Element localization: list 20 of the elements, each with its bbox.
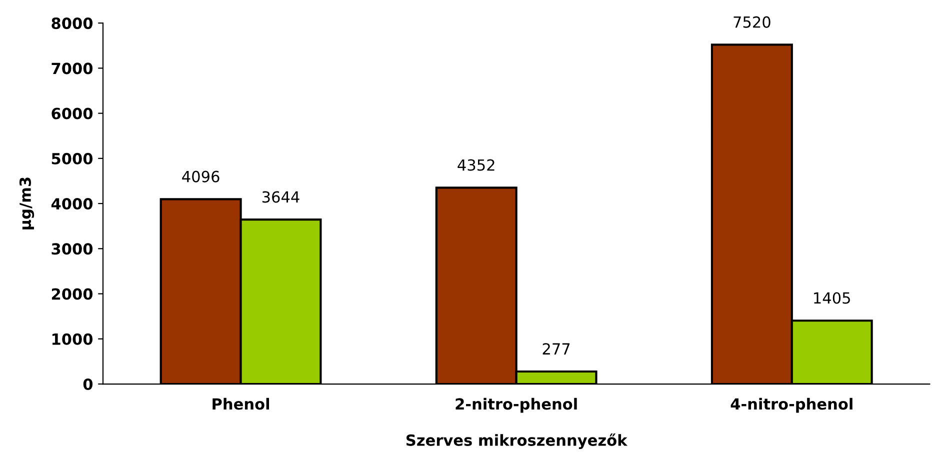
data-label: 277 <box>542 343 570 354</box>
y-tick-label: 5000 <box>52 152 93 164</box>
x-tick-label: 4-nitro-phenol <box>730 398 852 413</box>
y-tick-label: 2000 <box>52 288 93 300</box>
y-tick-label: 4000 <box>51 198 93 210</box>
y-tick-label: 8000 <box>52 18 93 30</box>
x-axis-title: Szerves mikroszennyezők <box>406 434 628 450</box>
data-label: 4352 <box>458 159 494 171</box>
y-tick-label: 3000 <box>52 243 93 255</box>
x-tick-label: Phenol <box>212 398 270 410</box>
data-label: 7520 <box>734 16 770 28</box>
data-label: 4096 <box>182 170 220 182</box>
data-label: 3644 <box>262 191 300 203</box>
y-tick-label: 7000 <box>52 62 93 74</box>
data-label: 1405 <box>814 292 850 304</box>
y-tick-label: 0 <box>83 378 93 390</box>
y-axis-title: µg/m3 <box>19 178 34 230</box>
y-tick-label: 1000 <box>52 333 93 345</box>
y-tick-label: 6000 <box>52 108 93 120</box>
x-tick-label: 2-nitro-phenol <box>456 398 577 413</box>
